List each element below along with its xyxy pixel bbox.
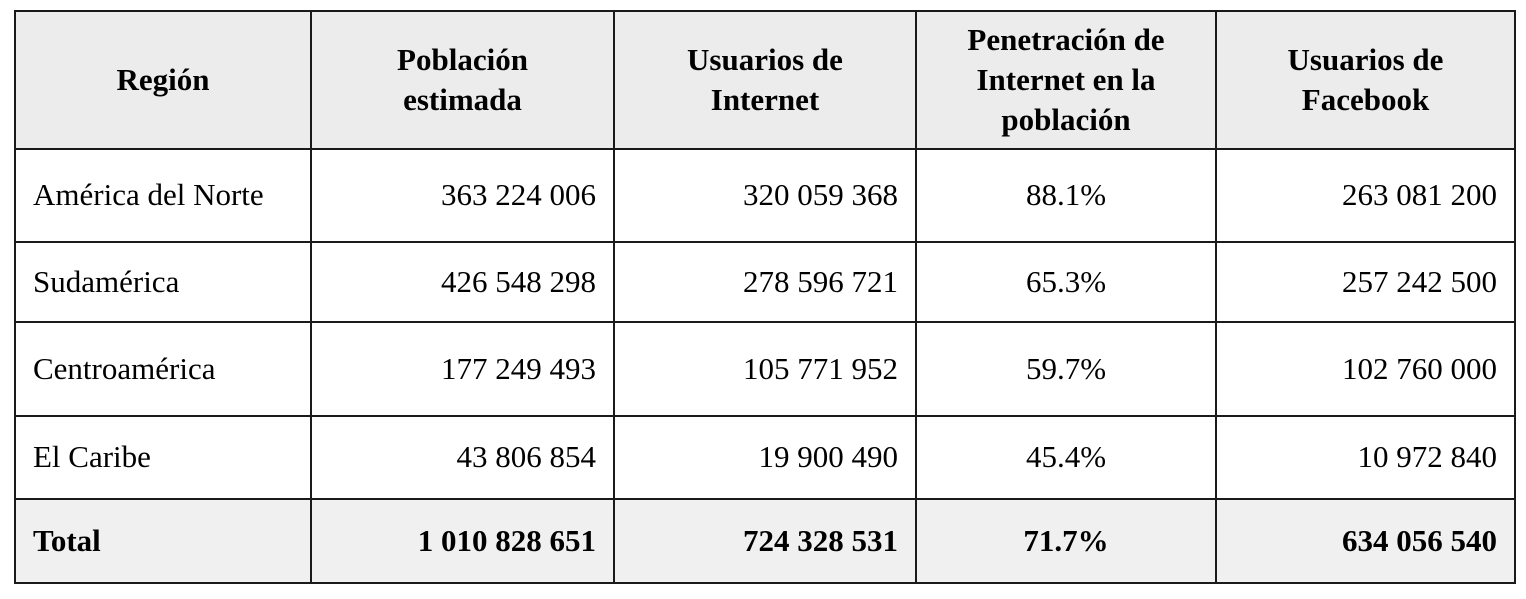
header-facebook-users: Usuarios de Facebook bbox=[1215, 10, 1516, 150]
header-population: Población estimada bbox=[310, 10, 615, 150]
table-row: El Caribe 43 806 854 19 900 490 45.4% 10… bbox=[14, 415, 1516, 500]
cell-population: 363 224 006 bbox=[310, 148, 615, 243]
total-facebook-users: 634 056 540 bbox=[1215, 498, 1516, 584]
cell-internet-users: 320 059 368 bbox=[613, 148, 917, 243]
cell-penetration: 59.7% bbox=[915, 321, 1217, 417]
cell-region: Centroamérica bbox=[14, 321, 312, 417]
header-line: Población bbox=[397, 41, 528, 77]
cell-facebook-users: 263 081 200 bbox=[1215, 148, 1516, 243]
cell-internet-users: 19 900 490 bbox=[613, 415, 917, 500]
total-internet-users: 724 328 531 bbox=[613, 498, 917, 584]
header-penetration: Penetración de Internet en la población bbox=[915, 10, 1217, 150]
cell-region: América del Norte bbox=[14, 148, 312, 243]
cell-region: El Caribe bbox=[14, 415, 312, 500]
cell-penetration: 88.1% bbox=[915, 148, 1217, 243]
cell-internet-users: 278 596 721 bbox=[613, 241, 917, 323]
cell-population: 43 806 854 bbox=[310, 415, 615, 500]
cell-facebook-users: 257 242 500 bbox=[1215, 241, 1516, 323]
cell-population: 426 548 298 bbox=[310, 241, 615, 323]
header-line: Usuarios de bbox=[687, 41, 843, 77]
cell-region: Sudamérica bbox=[14, 241, 312, 323]
table-row: Centroamérica 177 249 493 105 771 952 59… bbox=[14, 321, 1516, 417]
cell-facebook-users: 10 972 840 bbox=[1215, 415, 1516, 500]
cell-penetration: 65.3% bbox=[915, 241, 1217, 323]
table-row: Sudamérica 426 548 298 278 596 721 65.3%… bbox=[14, 241, 1516, 323]
header-internet-users: Usuarios de Internet bbox=[613, 10, 917, 150]
cell-internet-users: 105 771 952 bbox=[613, 321, 917, 417]
table-row: América del Norte 363 224 006 320 059 36… bbox=[14, 148, 1516, 243]
header-line: Internet en la bbox=[976, 61, 1156, 97]
header-row: Región Población estimada Usuarios de In… bbox=[14, 10, 1516, 150]
total-label: Total bbox=[14, 498, 312, 584]
total-row: Total 1 010 828 651 724 328 531 71.7% 63… bbox=[14, 498, 1516, 584]
cell-penetration: 45.4% bbox=[915, 415, 1217, 500]
cell-population: 177 249 493 bbox=[310, 321, 615, 417]
total-population: 1 010 828 651 bbox=[310, 498, 615, 584]
header-line: Usuarios de bbox=[1287, 41, 1444, 77]
header-line: estimada bbox=[403, 82, 522, 117]
header-line: Internet bbox=[710, 82, 820, 117]
header-line: población bbox=[1001, 102, 1131, 138]
regional-internet-table: Región Población estimada Usuarios de In… bbox=[14, 10, 1516, 584]
header-line: Penetración de bbox=[967, 21, 1165, 57]
header-region: Región bbox=[14, 10, 312, 150]
header-line: Facebook bbox=[1301, 82, 1430, 117]
total-penetration: 71.7% bbox=[915, 498, 1217, 584]
header-line: Región bbox=[116, 61, 210, 97]
cell-facebook-users: 102 760 000 bbox=[1215, 321, 1516, 417]
